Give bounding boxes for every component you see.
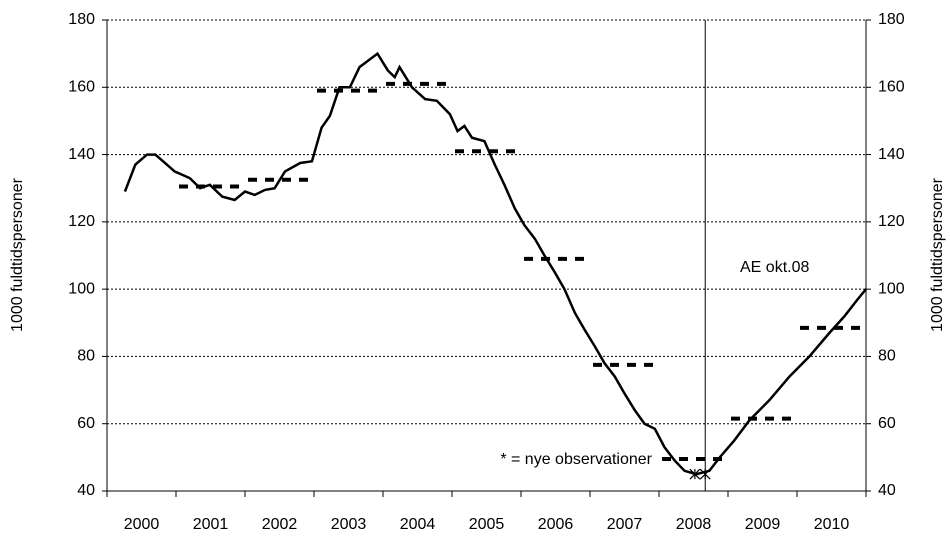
annotation: * = nye observationer [500, 451, 652, 468]
x-tick-label: 2001 [193, 516, 229, 533]
line [123, 51, 867, 476]
x-tick-label: 2009 [745, 516, 781, 533]
y2-tick-label: 140 [878, 146, 905, 163]
y2-tick-label: 160 [878, 79, 905, 96]
y-axis-title: 1000 fuldtidspersoner [9, 177, 26, 332]
x-tick-label: 2003 [331, 516, 367, 533]
annotation: AE okt.08 [740, 259, 809, 276]
y2-tick-label: 40 [878, 482, 896, 499]
x-tick-label: 2008 [676, 516, 712, 533]
y-tick-label: 160 [68, 79, 95, 96]
y-tick-label: 100 [68, 280, 95, 297]
y2-tick-label: 120 [878, 213, 905, 230]
y-tick-label: 140 [68, 146, 95, 163]
x-tick-label: 2005 [469, 516, 505, 533]
x-tick-label: 2000 [124, 516, 160, 533]
y-tick-label: 120 [68, 213, 95, 230]
x-tick-label: 2004 [400, 516, 436, 533]
y-tick-label: 180 [68, 11, 95, 28]
star-marker [699, 468, 711, 480]
x-tick-label: 2002 [262, 516, 298, 533]
y2-tick-label: 100 [878, 280, 905, 297]
star-marker [689, 468, 701, 480]
y2-axis-title: 1000 fuldtidspersoner [929, 177, 946, 332]
y-tick-label: 80 [77, 348, 95, 365]
x-tick-label: 2007 [607, 516, 643, 533]
x-tick-label: 2010 [814, 516, 850, 533]
y2-tick-label: 60 [878, 415, 896, 432]
y2-tick-label: 180 [878, 11, 905, 28]
y-tick-label: 40 [77, 482, 95, 499]
y2-tick-label: 80 [878, 348, 896, 365]
y-tick-label: 60 [77, 415, 95, 432]
x-tick-label: 2006 [538, 516, 574, 533]
